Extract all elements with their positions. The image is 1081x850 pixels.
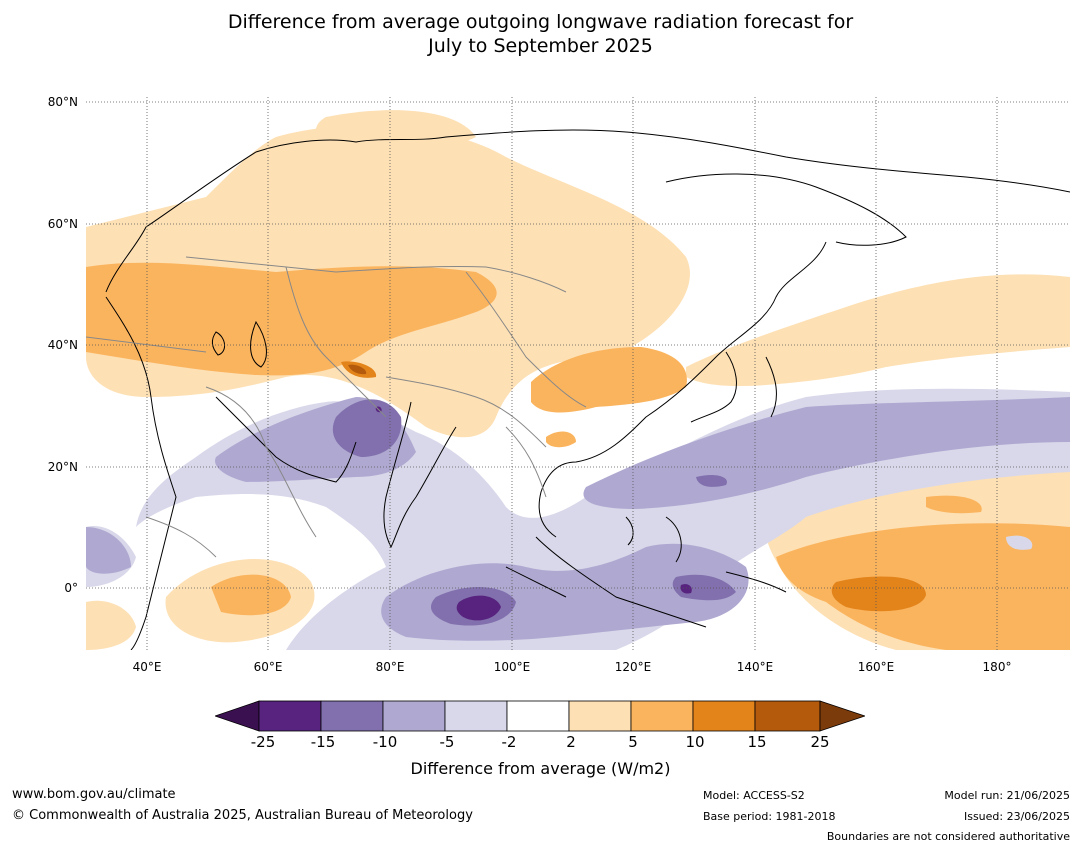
colorbar-tick-15: 15 bbox=[747, 733, 767, 751]
model-text: Model: ACCESS-S2 bbox=[703, 789, 805, 802]
lon-label-100e: 100°E bbox=[493, 660, 531, 674]
lat-label-60n: 60°N bbox=[47, 217, 78, 231]
colorbar-swatch-7 bbox=[630, 700, 694, 732]
colorbar-swatch-2 bbox=[320, 700, 384, 732]
anomaly-5-to-10-regions bbox=[86, 262, 1070, 650]
lon-label-120e: 120°E bbox=[614, 660, 652, 674]
colorbar-tick-2: 2 bbox=[566, 733, 576, 751]
lon-label-180: 180° bbox=[982, 660, 1012, 674]
colorbar-swatch-3 bbox=[382, 700, 446, 732]
colorbar-swatch-4 bbox=[444, 700, 508, 732]
colorbar-under-triangle bbox=[215, 700, 260, 732]
title-line-1: Difference from average outgoing longwav… bbox=[227, 11, 854, 33]
lat-label-0: 0° bbox=[64, 581, 78, 595]
coastlines bbox=[105, 129, 1070, 650]
copyright-text: © Commonwealth of Australia 2025, Austra… bbox=[12, 808, 473, 823]
colorbar-tick-minus10: -10 bbox=[372, 733, 398, 751]
lat-label-20n: 20°N bbox=[47, 460, 78, 474]
map-title: Difference from average outgoing longwav… bbox=[0, 10, 1081, 58]
country-borders bbox=[86, 256, 587, 558]
lon-label-60e: 60°E bbox=[253, 660, 283, 674]
colorbar-swatch-1 bbox=[258, 700, 322, 732]
disclaimer-text: Boundaries are not considered authoritat… bbox=[826, 830, 1070, 843]
lat-label-40n: 40°N bbox=[47, 338, 78, 352]
colorbar-swatch-6 bbox=[568, 700, 632, 732]
colorbar-swatch-5 bbox=[506, 700, 570, 732]
website-link[interactable]: www.bom.gov.au/climate bbox=[12, 787, 176, 802]
colorbar-tick-minus25: -25 bbox=[250, 733, 276, 751]
colorbar-swatch-9 bbox=[754, 700, 821, 732]
colorbar-tick-minus15: -15 bbox=[310, 733, 336, 751]
model-run-text: Model run: 21/06/2025 bbox=[944, 789, 1070, 802]
olr-anomaly-map bbox=[86, 97, 1070, 650]
colorbar-over-triangle bbox=[819, 700, 865, 732]
lon-label-40e: 40°E bbox=[132, 660, 162, 674]
colorbar-tick-5: 5 bbox=[628, 733, 638, 751]
colorbar-label: Difference from average (W/m2) bbox=[410, 759, 671, 778]
anomaly-minus25-to-minus15-regions bbox=[375, 406, 692, 621]
gridlines bbox=[86, 97, 1070, 650]
lon-label-140e: 140°E bbox=[736, 660, 774, 674]
colorbar-tick-25: 25 bbox=[810, 733, 830, 751]
issued-text: Issued: 23/06/2025 bbox=[963, 810, 1070, 823]
title-line-2: July to September 2025 bbox=[428, 35, 653, 57]
anomaly-15-to-25-regions bbox=[348, 364, 367, 375]
colorbar bbox=[215, 700, 865, 732]
colorbar-tick-minus5: -5 bbox=[439, 733, 455, 751]
colorbar-tick-minus2: -2 bbox=[501, 733, 517, 751]
lon-label-160e: 160°E bbox=[857, 660, 895, 674]
lon-label-80e: 80°E bbox=[375, 660, 405, 674]
base-period-text: Base period: 1981-2018 bbox=[703, 810, 836, 823]
colorbar-swatch-8 bbox=[692, 700, 756, 732]
colorbar-tick-10: 10 bbox=[685, 733, 705, 751]
lat-label-80n: 80°N bbox=[47, 95, 78, 109]
